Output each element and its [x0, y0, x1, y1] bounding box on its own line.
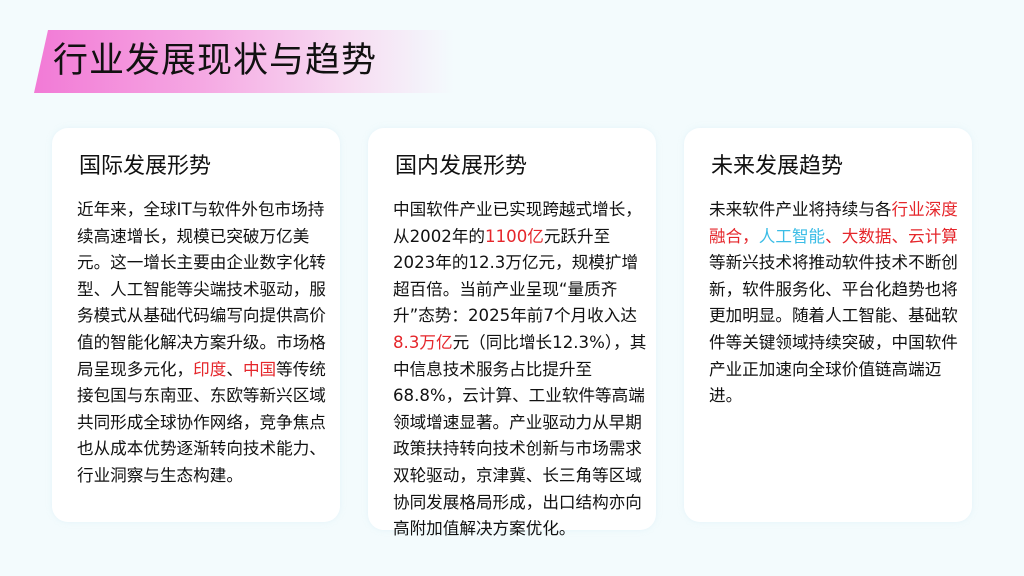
body-text: 元跃升至2023年的12.3万亿元，规模扩增超百倍。当前产业呈现“量质齐升”态势…: [393, 226, 639, 326]
highlighted-text: 1100亿: [485, 226, 544, 246]
card-heading: 国内发展形势: [395, 154, 528, 179]
body-text: 元（同比增长12.3%），其中信息技术服务占比提升至68.8%，云计算、工业软件…: [393, 332, 647, 539]
card-international: 国际发展形势 近年来，全球IT与软件外包市场持续高速增长，规模已突破万亿美元。这…: [52, 128, 340, 522]
page-title: 行业发展现状与趋势: [53, 41, 378, 81]
highlighted-text: 8.3万亿: [393, 332, 453, 352]
card-heading: 未来发展趋势: [711, 154, 844, 179]
body-text: 、: [226, 359, 243, 379]
card-domestic: 国内发展形势 中国软件产业已实现跨越式增长，从2002年的1100亿元跃升至20…: [368, 128, 656, 538]
card-body: 中国软件产业已实现跨越式增长，从2002年的1100亿元跃升至2023年的12.…: [393, 197, 647, 543]
body-text: 中国软件产业已实现跨越式增长，从2002年的: [393, 200, 642, 246]
highlighted-text: 行业深度融合，: [709, 200, 958, 246]
body-text: 近年来，全球IT与软件外包市场持续高速增长，规模已突破万亿美元。这一增长主要由企…: [77, 200, 326, 379]
body-text: 等传统接包国与东南亚、东欧等新兴区域共同形成全球协作网络，竞争焦点也从成本优势逐…: [77, 359, 326, 485]
highlighted-text: 印度: [193, 359, 227, 379]
card-heading: 国际发展形势: [79, 154, 212, 179]
highlighted-text: 中国: [242, 359, 277, 379]
card-body: 未来软件产业将持续与各行业深度融合，人工智能、大数据、云计算等新兴技术将推动软件…: [709, 197, 963, 410]
card-body: 近年来，全球IT与软件外包市场持续高速增长，规模已突破万亿美元。这一增长主要由企…: [77, 197, 331, 490]
body-text: 等新兴技术将推动软件技术不断创新，软件服务化、平台化趋势也将更加明显。随着人工智…: [709, 253, 958, 406]
title-banner: [34, 30, 454, 93]
card-future: 未来发展趋势 未来软件产业将持续与各行业深度融合，人工智能、大数据、云计算等新兴…: [684, 128, 972, 522]
body-text: 未来软件产业将持续与各: [709, 200, 892, 219]
highlighted-text: 、大数据、云计算: [825, 226, 958, 246]
highlighted-text: 人工智能: [758, 226, 826, 246]
